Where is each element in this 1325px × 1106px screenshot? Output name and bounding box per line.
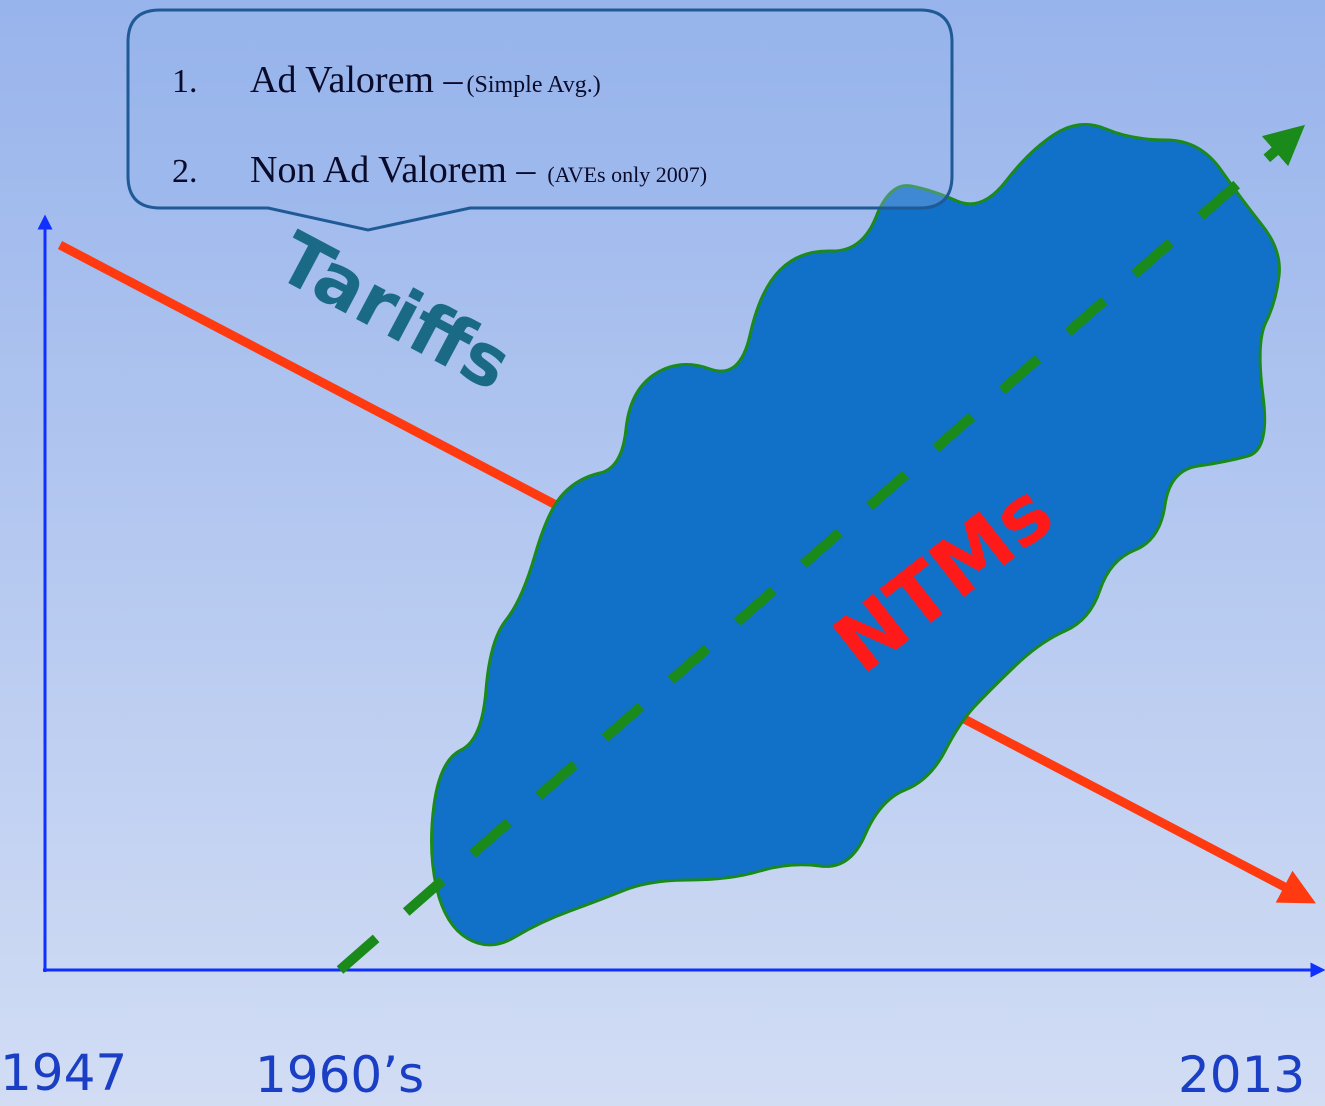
item-note: (Simple Avg.) [467, 72, 601, 98]
item-note: (AVEs only 2007) [547, 162, 707, 187]
item-text: Non Ad Valorem – (AVEs only 2007) [250, 149, 707, 191]
ntms-line [336, 124, 1306, 974]
item-number: 2. [172, 153, 198, 190]
callout [126, 8, 954, 232]
item-number: 1. [172, 63, 198, 100]
year-label: 1960’s [255, 1046, 424, 1104]
item-text: Ad Valorem – (Simple Avg.) [250, 59, 601, 101]
item-main: Non Ad Valorem – [250, 149, 536, 191]
item-main: Ad Valorem – [250, 59, 463, 101]
year-label: 2013 [1178, 1046, 1305, 1104]
year-label: 1947 [0, 1044, 127, 1102]
